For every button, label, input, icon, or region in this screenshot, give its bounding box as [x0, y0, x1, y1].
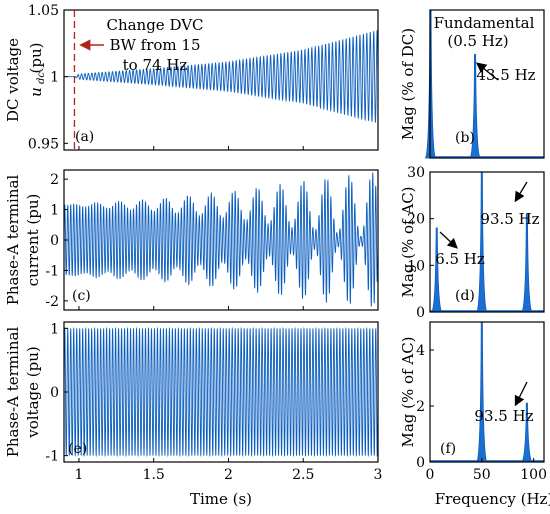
panel-a-ylabel-unit: (pu) [27, 43, 45, 74]
spectrum-peak [430, 227, 443, 313]
y-tick-label: 1 [50, 70, 59, 86]
panel-f-peak-93-label: 93.5 Hz [474, 407, 533, 425]
panel-a-yticks: 0.95 1 1.05 [28, 3, 68, 152]
panel-d-tag: (d) [455, 288, 475, 304]
time-tick-label: 1 [74, 467, 83, 483]
panel-e-plot [63, 326, 379, 458]
panel-e-ylabel-line1: Phase-A terminal [4, 327, 22, 458]
freq-tick-label: 0 [426, 467, 435, 483]
panel-c-ylabel-line2: current (pu) [24, 194, 42, 287]
panel-f-ylabel: Mag (% of AC) [399, 336, 417, 447]
panel-b-ylabel: Mag (% of DC) [399, 28, 417, 140]
panel-a-ylabel-text: DC voltage [4, 38, 22, 122]
time-tick-labels: 1 1.5 2 2.5 3 [74, 467, 382, 483]
y-tick-label: 0 [50, 385, 59, 401]
spectrum-peak [476, 321, 488, 463]
spectrum-peak [469, 54, 481, 159]
panel-c-ylabel: Phase-A terminal current (pu) [4, 175, 42, 306]
y-tick-label: 1 [50, 203, 59, 219]
y-tick-label: 10 [407, 258, 425, 274]
panel-d-frame [429, 171, 545, 313]
y-tick-label: -1 [45, 449, 59, 465]
panel-e-ylabel-line2: voltage (pu) [24, 346, 42, 439]
time-tick-label: 3 [374, 467, 383, 483]
panel-c: -2 -1 0 1 2 (c) Phase-A terminal current (pu… [4, 169, 379, 311]
panel-f-tag: (f) [440, 441, 456, 457]
panel-d-arrow-93 [514, 181, 528, 203]
panel-a-annotation-line1: Change DVC [106, 16, 203, 34]
panel-e-xticks [78, 458, 379, 462]
panel-a: 0.95 1 1.05 (a) DC voltage u dc (pu) Chang… [4, 3, 379, 152]
panel-d-yticks: 0 10 20 30 [407, 165, 434, 321]
time-tick-label: 2.5 [292, 467, 314, 483]
y-tick-label: 20 [407, 212, 425, 228]
spectrum-peak [521, 213, 533, 313]
panel-c-ylabel-line1: Phase-A terminal [4, 175, 22, 306]
y-tick-label: 30 [407, 165, 425, 181]
panel-a-tag: (a) [75, 129, 94, 145]
y-tick-label: 1.05 [28, 3, 59, 19]
frequency-axis-label: Frequency (Hz) [435, 490, 550, 508]
y-tick-label: 0.95 [28, 136, 59, 152]
panel-a-ylabel-subscript: dc [36, 72, 47, 84]
panel-d: 0 10 20 30 (d) Mag (% of AC) 93.5 Hz 6.5 Hz [399, 165, 545, 321]
panel-f-arrow-93 [514, 381, 528, 407]
spectrum-peak [476, 171, 488, 313]
y-tick-label: 0 [50, 233, 59, 249]
waveform-trace [63, 172, 379, 307]
panel-b-frame [429, 9, 545, 159]
panel-f-frame [429, 321, 545, 463]
panel-c-tag: (c) [72, 288, 91, 304]
panel-a-annotation-line2: BW from 15 [109, 36, 200, 54]
panel-d-peak-6-label: 6.5 Hz [435, 250, 485, 268]
panel-e: -1 0 1 (e) Phase-A terminal voltage (pu) 1… [4, 321, 382, 508]
panel-a-ylabel: DC voltage [4, 38, 22, 122]
panel-a-plot [64, 30, 379, 123]
y-tick-label: 2 [416, 399, 425, 415]
y-tick-label: -2 [45, 294, 59, 310]
panel-f: 0 2 4 (f) Mag (% of AC) 93.5 Hz 0 50 100 Fre… [399, 321, 550, 508]
waveform-trace [64, 30, 379, 123]
panel-d-peak-93-label: 93.5 Hz [480, 210, 539, 228]
panel-b-fundamental-label: Fundamental [434, 14, 535, 32]
panel-d-plot [430, 171, 544, 313]
panel-a-ylabel-symbol: u [27, 87, 45, 97]
y-tick-label: 1 [50, 321, 59, 337]
panel-a-ylabel-sym: u dc (pu) [27, 43, 47, 97]
panel-b-fundamental-sublabel: (0.5 Hz) [447, 32, 508, 50]
freq-tick-label: 100 [520, 467, 547, 483]
panel-b-peak-43-label: 43.5 Hz [476, 66, 535, 84]
panel-c-xticks [78, 306, 379, 310]
panel-e-yticks: -1 0 1 [45, 321, 68, 465]
panel-d-ylabel-text: Mag (% of AC) [399, 186, 417, 297]
time-axis-label: Time (s) [190, 490, 252, 508]
y-tick-label: -1 [45, 263, 59, 279]
y-tick-label: 4 [416, 343, 425, 359]
panel-a-frame [63, 9, 379, 151]
time-tick-label: 1.5 [143, 467, 165, 483]
panel-d-ylabel: Mag (% of AC) [399, 186, 417, 297]
panel-e-tag: (e) [68, 441, 87, 457]
panel-b: (b) Mag (% of DC) Fundamental (0.5 Hz) 4… [399, 9, 545, 159]
panel-b-tag: (b) [455, 130, 475, 146]
waveform-trace [63, 326, 379, 458]
panel-f-ylabel-text: Mag (% of AC) [399, 336, 417, 447]
panel-d-arrow-6 [439, 231, 458, 249]
panel-a-annotation-line3: to 74 Hz [123, 56, 188, 74]
panel-c-yticks: -2 -1 0 1 2 [45, 172, 68, 310]
panel-b-arrow-43 [475, 62, 499, 81]
spectrum-peak [521, 402, 533, 463]
time-tick-label: 2 [224, 467, 233, 483]
y-tick-label: 2 [50, 172, 59, 188]
panel-c-plot [63, 172, 379, 307]
y-tick-label: 0 [416, 305, 425, 321]
panel-b-ylabel-text: Mag (% of DC) [399, 28, 417, 140]
y-tick-label: 0 [416, 455, 425, 471]
panel-e-ylabel: Phase-A terminal voltage (pu) [4, 327, 42, 458]
freq-tick-label: 50 [473, 467, 491, 483]
frequency-tick-labels: 0 50 100 [426, 458, 547, 483]
panel-f-yticks: 0 2 4 [416, 343, 434, 471]
panel-a-xticks [78, 146, 379, 150]
